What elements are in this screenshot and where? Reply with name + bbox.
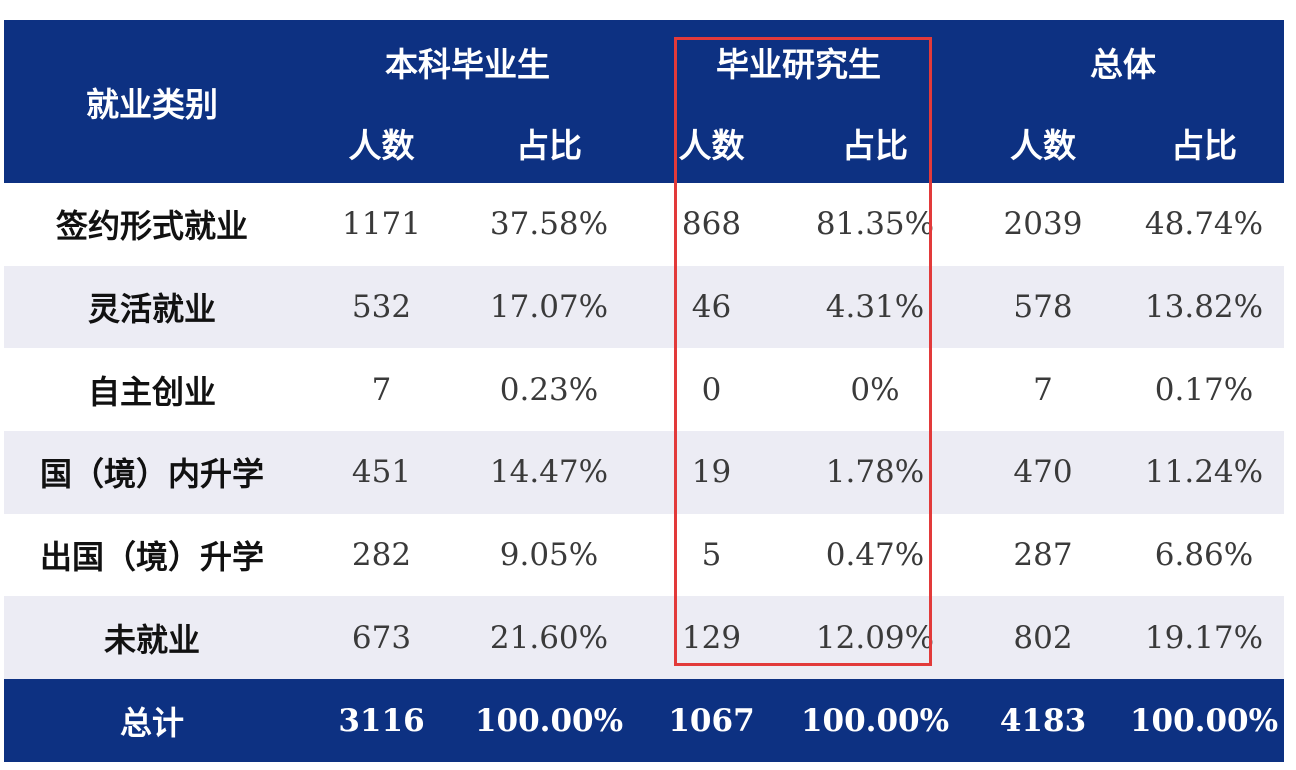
cell-value: 13.82%	[1124, 265, 1284, 349]
cell-value: 0.17%	[1124, 348, 1284, 431]
cell-value: 7	[300, 348, 463, 431]
table-body: 签约形式就业 1171 37.58% 868 81.35% 2039 48.74…	[4, 183, 1284, 679]
cell-value: 21.60%	[463, 596, 635, 679]
header-group-graduate: 毕业研究生	[635, 20, 962, 103]
cell-value: 287	[962, 513, 1124, 597]
cell-value: 532	[300, 265, 463, 349]
cell-value: 48.74%	[1124, 183, 1284, 266]
cell-value: 0%	[788, 348, 962, 431]
total-value: 100.00%	[788, 679, 962, 762]
total-value: 100.00%	[463, 679, 635, 762]
total-value: 100.00%	[1124, 679, 1284, 762]
cell-value: 282	[300, 513, 463, 597]
cell-value: 802	[962, 596, 1124, 679]
total-value: 4183	[962, 679, 1124, 762]
cell-value: 2039	[962, 183, 1124, 266]
header-sub-count: 人数	[962, 103, 1124, 183]
header-group-overall: 总体	[962, 20, 1284, 103]
header-sub-ratio: 占比	[1124, 103, 1284, 183]
cell-value: 0.23%	[463, 348, 635, 431]
row-category: 未就业	[4, 596, 300, 679]
cell-value: 129	[635, 596, 788, 679]
cell-value: 0.47%	[788, 513, 962, 597]
table-header: 就业类别 本科毕业生 毕业研究生 总体 人数 占比 人数 占比 人数 占比	[4, 20, 1284, 183]
cell-value: 9.05%	[463, 513, 635, 597]
cell-value: 0	[635, 348, 788, 431]
header-sub-ratio: 占比	[788, 103, 962, 183]
table-row: 签约形式就业 1171 37.58% 868 81.35% 2039 48.74…	[4, 183, 1284, 266]
cell-value: 1171	[300, 183, 463, 266]
table-row: 国（境）内升学 451 14.47% 19 1.78% 470 11.24%	[4, 430, 1284, 514]
cell-value: 14.47%	[463, 430, 635, 514]
cell-value: 1.78%	[788, 430, 962, 514]
cell-value: 37.58%	[463, 183, 635, 266]
header-sub-ratio: 占比	[463, 103, 635, 183]
row-category: 出国（境）升学	[4, 513, 300, 597]
total-row: 总计 3116 100.00% 1067 100.00% 4183 100.00…	[4, 679, 1284, 762]
cell-value: 4.31%	[788, 265, 962, 349]
cell-value: 673	[300, 596, 463, 679]
row-category: 国（境）内升学	[4, 430, 300, 514]
cell-value: 470	[962, 430, 1124, 514]
employment-table: 就业类别 本科毕业生 毕业研究生 总体 人数 占比 人数 占比 人数 占比 签约…	[4, 20, 1284, 762]
total-label: 总计	[4, 679, 300, 762]
cell-value: 5	[635, 513, 788, 597]
header-group-undergraduate: 本科毕业生	[300, 20, 635, 103]
cell-value: 868	[635, 183, 788, 266]
cell-value: 6.86%	[1124, 513, 1284, 597]
cell-value: 81.35%	[788, 183, 962, 266]
cell-value: 12.09%	[788, 596, 962, 679]
row-category: 灵活就业	[4, 265, 300, 349]
header-sub-count: 人数	[300, 103, 463, 183]
table-row: 出国（境）升学 282 9.05% 5 0.47% 287 6.86%	[4, 513, 1284, 597]
table-row: 未就业 673 21.60% 129 12.09% 802 19.17%	[4, 596, 1284, 679]
table-row: 自主创业 7 0.23% 0 0% 7 0.17%	[4, 348, 1284, 431]
cell-value: 19.17%	[1124, 596, 1284, 679]
cell-value: 578	[962, 265, 1124, 349]
cell-value: 7	[962, 348, 1124, 431]
cell-value: 11.24%	[1124, 430, 1284, 514]
table-footer: 总计 3116 100.00% 1067 100.00% 4183 100.00…	[4, 679, 1284, 762]
cell-value: 19	[635, 430, 788, 514]
header-sub-count: 人数	[635, 103, 788, 183]
total-value: 1067	[635, 679, 788, 762]
row-category: 签约形式就业	[4, 183, 300, 266]
cell-value: 17.07%	[463, 265, 635, 349]
cell-value: 46	[635, 265, 788, 349]
row-category: 自主创业	[4, 348, 300, 431]
table-row: 灵活就业 532 17.07% 46 4.31% 578 13.82%	[4, 265, 1284, 349]
cell-value: 451	[300, 430, 463, 514]
header-category: 就业类别	[4, 20, 300, 183]
total-value: 3116	[300, 679, 463, 762]
